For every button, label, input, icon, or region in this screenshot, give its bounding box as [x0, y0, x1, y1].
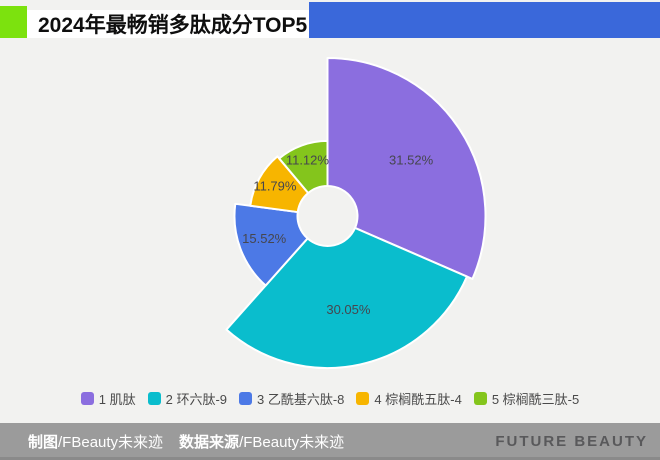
pie-slice-label-1: 31.52% — [389, 153, 434, 168]
legend-item-1[interactable]: 1 肌肽 — [80, 389, 136, 408]
footer-credit-label: 制图 — [28, 434, 59, 451]
pie-slice-5[interactable] — [278, 139, 329, 195]
legend-swatch-2 — [147, 392, 161, 405]
legend-label-5: 5 棕榈酰三肽-5 — [491, 392, 580, 407]
legend-swatch-5 — [473, 392, 487, 405]
footer-credit-value: /FBeauty未来迹 — [58, 434, 164, 451]
legend-swatch-1 — [80, 392, 94, 405]
header-accent-green-block — [0, 6, 27, 38]
pie-slice-label-4: 11.79% — [253, 179, 297, 194]
legend-item-2[interactable]: 2 环六肽-9 — [147, 389, 228, 408]
footer-source: 数据来源/FBeauty未来迹 — [179, 431, 344, 452]
legend-label-1: 1 肌肽 — [98, 392, 136, 407]
footer-source-value: /FBeauty未来迹 — [239, 434, 345, 451]
footer-credits: 制图/FBeauty未来迹 数据来源/FBeauty未来迹 — [28, 431, 495, 452]
legend-swatch-3 — [239, 392, 253, 405]
footer-credit: 制图/FBeauty未来迹 — [28, 431, 163, 452]
legend-label-4: 4 棕榈酰五肽-4 — [374, 392, 462, 407]
legend-item-4[interactable]: 4 棕榈酰五肽-4 — [356, 389, 462, 408]
legend-item-3[interactable]: 3 乙酰基六肽-8 — [239, 389, 344, 408]
legend: 1 肌肽 2 环六肽-9 3 乙酰基六肽-8 4 棕榈酰五肽-4 5 棕榈酰三肽-5 — [0, 389, 660, 408]
title-bar: 2024年最畅销多肽成分TOP5 — [27, 10, 316, 38]
header-accent-blue-bar — [309, 2, 660, 38]
footer-source-label: 数据来源 — [179, 434, 240, 451]
page-title: 2024年最畅销多肽成分TOP5 — [38, 14, 308, 37]
pie-slice-label-5: 11.12% — [286, 152, 330, 167]
legend-label-2: 2 环六肽-9 — [165, 392, 228, 407]
footer-brand: FUTURE BEAUTY — [495, 433, 648, 450]
pie-slice-label-2: 30.05% — [326, 302, 371, 317]
legend-label-3: 3 乙酰基六肽-8 — [257, 392, 345, 407]
pie-slice-3[interactable] — [233, 202, 309, 287]
legend-swatch-4 — [356, 392, 370, 405]
legend-item-5[interactable]: 5 棕榈酰三肽-5 — [473, 389, 580, 408]
pie-slice-1[interactable] — [326, 57, 487, 280]
footer: 制图/FBeauty未来迹 数据来源/FBeauty未来迹 FUTURE BEA… — [0, 423, 660, 460]
pie-slice-4[interactable] — [249, 155, 310, 214]
pie-slice-label-3: 15.52% — [242, 231, 287, 246]
